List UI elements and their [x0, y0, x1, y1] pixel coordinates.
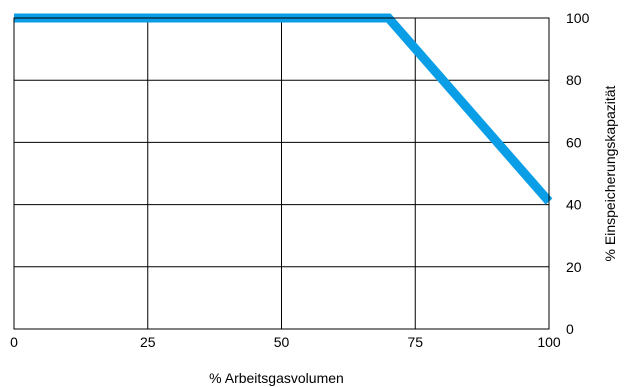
- y-tick-label: 60: [566, 134, 582, 150]
- y-axis-label: % Einspeicherungskapazität: [602, 85, 618, 261]
- x-tick-label: 50: [274, 334, 290, 350]
- x-tick-label: 0: [10, 334, 18, 350]
- y-tick-label: 80: [566, 72, 582, 88]
- plot-frame: [13, 17, 550, 330]
- x-tick-label: 100: [537, 334, 561, 350]
- x-tick-label: 75: [407, 334, 423, 350]
- y-tick-label: 0: [566, 321, 574, 337]
- x-axis-label: % Arbeitsgasvolumen: [209, 370, 344, 386]
- plot-border: [13, 17, 550, 330]
- y-tick-label: 100: [566, 10, 590, 26]
- x-tick-label: 25: [140, 334, 156, 350]
- y-tick-label: 40: [566, 197, 582, 213]
- y-tick-label: 20: [566, 259, 582, 275]
- x-tick-labels: 0 25 50 75 100: [10, 334, 561, 350]
- y-tick-labels: 0 20 40 60 80 100: [566, 10, 590, 337]
